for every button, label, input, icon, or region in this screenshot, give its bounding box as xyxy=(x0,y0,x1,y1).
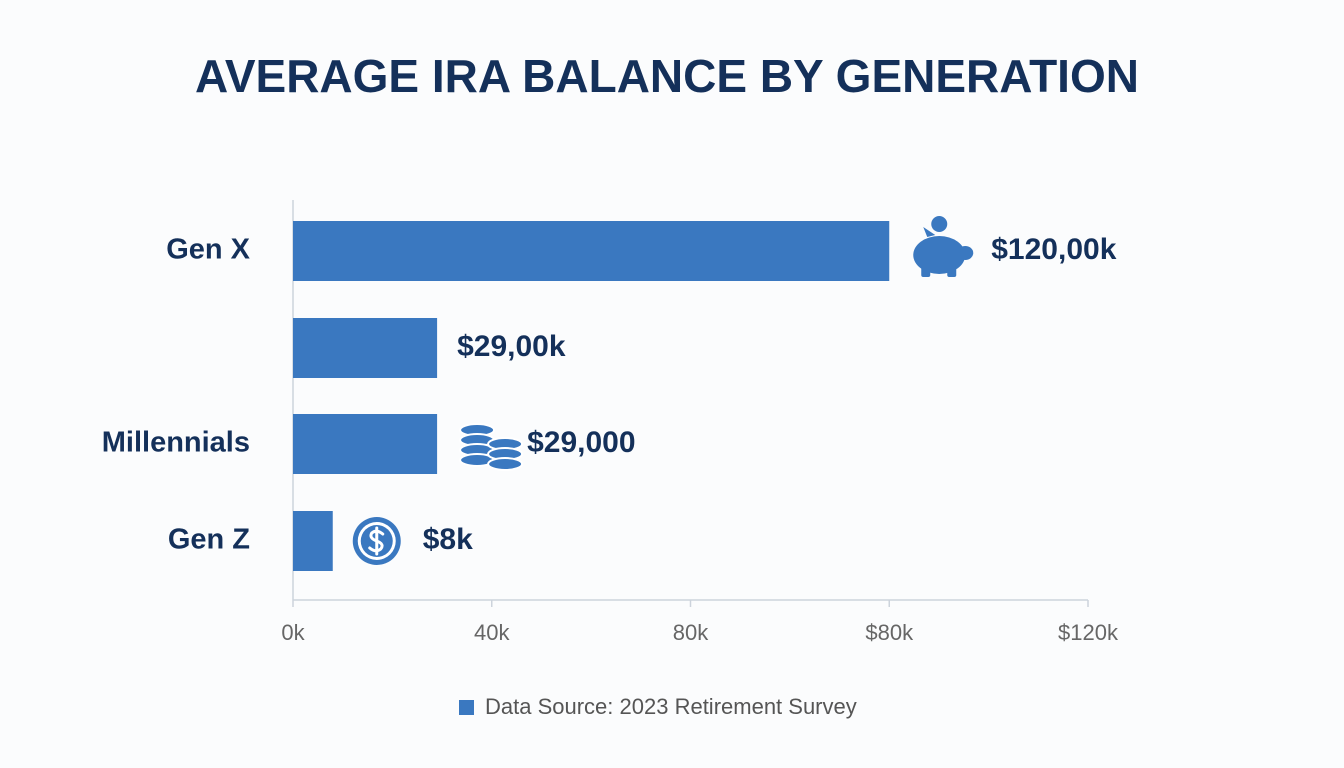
icon-part xyxy=(931,216,948,232)
x-tick-label: 0k xyxy=(281,620,305,645)
icon-part xyxy=(921,265,931,277)
legend-label: Data Source: 2023 Retirement Survey xyxy=(485,694,857,719)
x-tick-label: $120k xyxy=(1058,620,1119,645)
icon-part xyxy=(957,246,974,260)
bar xyxy=(293,511,333,571)
bar xyxy=(293,221,890,281)
chart-title: AVERAGE IRA BALANCE BY GENERATION xyxy=(195,50,1139,102)
x-tick-label: $80k xyxy=(865,620,914,645)
value-label: $29,000 xyxy=(527,426,635,459)
bar xyxy=(293,318,438,378)
icon-pig xyxy=(913,216,974,277)
icon-coins xyxy=(459,423,524,471)
value-label: $120,00k xyxy=(991,233,1116,266)
icon-part xyxy=(913,236,966,274)
icon-part xyxy=(947,265,957,277)
x-tick-label: 40k xyxy=(474,620,510,645)
icon-part xyxy=(923,227,936,237)
value-label: $8k xyxy=(423,523,473,556)
icon-part xyxy=(368,526,385,556)
y-tick-label: Gen Z xyxy=(168,524,250,556)
icon-part xyxy=(487,457,524,471)
bar xyxy=(293,414,438,474)
legend-swatch xyxy=(459,700,474,715)
value-label: $29,00k xyxy=(457,330,566,363)
x-tick-label: 80k xyxy=(673,620,709,645)
icon-dollar xyxy=(352,517,401,565)
y-tick-label: Gen X xyxy=(166,234,250,266)
y-tick-label: Millennials xyxy=(102,427,250,459)
